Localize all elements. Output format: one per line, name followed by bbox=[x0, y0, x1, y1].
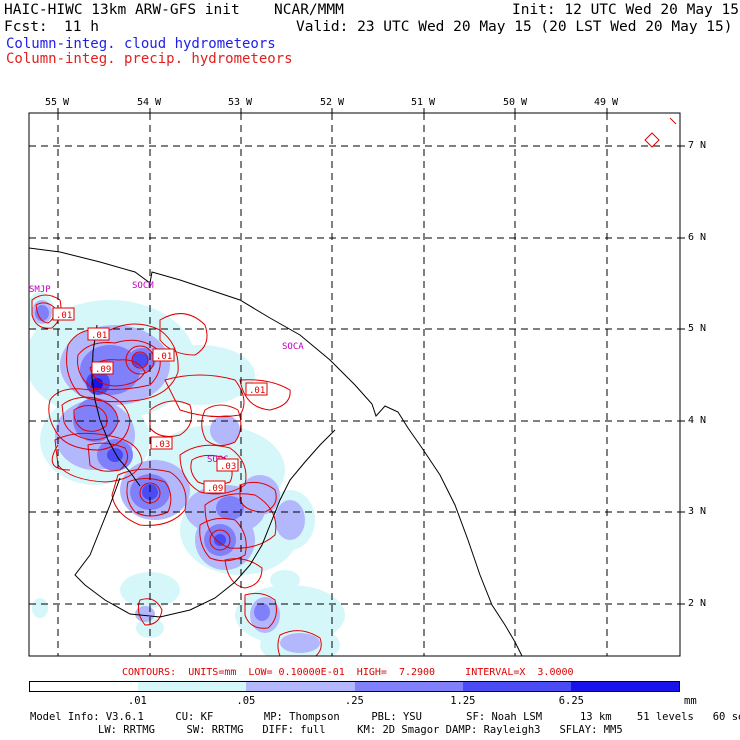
station-soca: SOCA bbox=[282, 342, 304, 352]
cloud-shading-max bbox=[91, 378, 103, 390]
color-bar-threshold: 6.25 bbox=[558, 695, 584, 707]
color-bar-threshold: .05 bbox=[236, 695, 256, 707]
svg-text:.03: .03 bbox=[220, 462, 236, 472]
contour-label-box: .01 bbox=[87, 327, 110, 341]
color-bar bbox=[29, 681, 680, 692]
svg-text:.01: .01 bbox=[56, 311, 72, 321]
svg-text:.01: .01 bbox=[91, 331, 107, 341]
contour-label-box: .01 bbox=[245, 382, 268, 396]
lat-label: 3 N bbox=[688, 506, 707, 517]
lat-lon-grid bbox=[29, 113, 680, 656]
lon-label: 53 W bbox=[228, 97, 253, 108]
svg-text:.03: .03 bbox=[154, 440, 170, 450]
svg-text:.01: .01 bbox=[249, 386, 265, 396]
svg-text:.01: .01 bbox=[156, 352, 172, 362]
color-bar-segment bbox=[570, 682, 680, 691]
color-bar-segment bbox=[246, 682, 355, 691]
model-title: HAIC-HIWC 13km ARW-GFS init bbox=[4, 2, 240, 18]
contour-label-box: .01 bbox=[52, 307, 75, 321]
lat-label: 4 N bbox=[688, 415, 707, 426]
diamond-marker bbox=[644, 117, 677, 148]
lon-label: 52 W bbox=[320, 97, 345, 108]
contour-label-box: .03 bbox=[216, 458, 239, 472]
lat-label: 6 N bbox=[688, 232, 707, 243]
cloud-field-label: Column-integ. cloud hydrometeors bbox=[6, 36, 276, 52]
color-bar-segment bbox=[462, 682, 571, 691]
color-bar-units: mm bbox=[684, 695, 697, 707]
station-smjp: SMJP bbox=[29, 285, 51, 295]
color-bar-threshold: .01 bbox=[127, 695, 147, 707]
svg-text:.09: .09 bbox=[95, 365, 111, 375]
contour-label-box: .03 bbox=[150, 436, 173, 450]
lon-label: 54 W bbox=[137, 97, 162, 108]
lat-label: 2 N bbox=[688, 598, 707, 609]
forecast-label: Fcst: bbox=[4, 19, 48, 35]
svg-text:.09: .09 bbox=[207, 484, 223, 494]
lon-label: 50 W bbox=[503, 97, 528, 108]
color-bar-segment bbox=[354, 682, 463, 691]
contour-info: CONTOURS: UNITS=mm LOW= 0.10000E-01 HIGH… bbox=[122, 667, 574, 678]
contour-label-box: .09 bbox=[91, 361, 114, 375]
station-socm: SOCM bbox=[132, 281, 154, 291]
forecast-hour: 11 h bbox=[64, 19, 99, 35]
lon-label: 55 W bbox=[45, 97, 70, 108]
color-bar-threshold: 1.25 bbox=[450, 695, 476, 707]
plot-frame bbox=[28, 112, 681, 657]
contour-label-box: .09 bbox=[203, 480, 226, 494]
color-bar-segment bbox=[30, 682, 139, 691]
axis-ticks bbox=[57, 108, 685, 605]
hydrometeor-field bbox=[29, 113, 680, 656]
precip-contours bbox=[31, 294, 322, 656]
color-bar-segment bbox=[138, 682, 247, 691]
contour-labels: .01 .01 .01 .09 .01 .03 .03 .09 bbox=[52, 307, 268, 494]
model-info-line2: LW: RRTMG SW: RRTMG DIFF: full KM: 2D Sm… bbox=[98, 724, 623, 736]
contour-label-box: .01 bbox=[152, 348, 175, 362]
color-bar-threshold: .25 bbox=[344, 695, 364, 707]
lat-label: 5 N bbox=[688, 323, 707, 334]
lon-label: 51 W bbox=[411, 97, 436, 108]
init-time: Init: 12 UTC Wed 20 May 15 bbox=[512, 2, 739, 18]
lat-label: 7 N bbox=[688, 140, 707, 151]
precip-field-label: Column-integ. precip. hydrometeors bbox=[6, 51, 293, 67]
model-info-line1: Model Info: V3.6.1 CU: KF MP: Thompson P… bbox=[30, 711, 740, 723]
valid-time: Valid: 23 UTC Wed 20 May 15 (20 LST Wed … bbox=[296, 19, 733, 35]
lon-label: 49 W bbox=[594, 97, 619, 108]
organization: NCAR/MMM bbox=[274, 2, 344, 18]
